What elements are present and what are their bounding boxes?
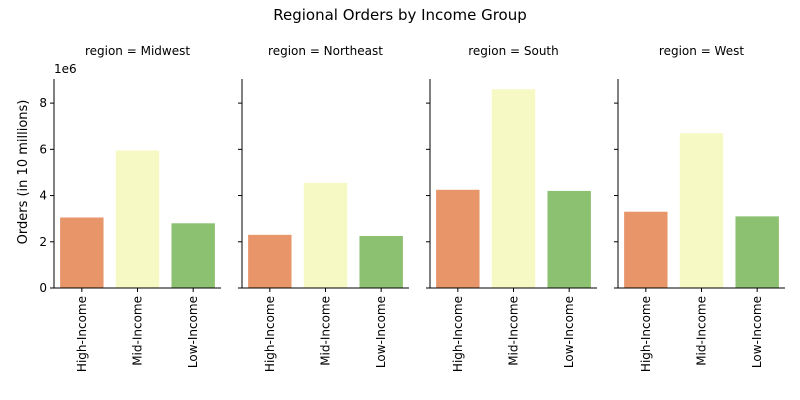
facet-title: region = South xyxy=(468,44,559,58)
y-axis-label: Orders (in 10 millions) xyxy=(16,100,31,245)
x-tick-label: High-Income xyxy=(263,296,277,372)
bar xyxy=(547,190,591,288)
x-tick-label: Mid-Income xyxy=(507,296,521,366)
facet-title: region = Northeast xyxy=(268,44,383,58)
bar xyxy=(359,236,403,288)
y-tick-label: 4 xyxy=(39,189,47,203)
bar xyxy=(436,189,480,288)
x-tick-label: Low-Income xyxy=(374,296,388,368)
x-tick-label: High-Income xyxy=(639,296,653,372)
y-tick-label: 2 xyxy=(39,235,47,249)
facet-title: region = Midwest xyxy=(85,44,190,58)
facet-panel: region = West High-Income Mid-Income Low-In… xyxy=(614,44,785,372)
chart-title: Regional Orders by Income Group xyxy=(273,6,526,24)
bar xyxy=(248,234,292,288)
bar xyxy=(679,133,724,288)
facet-panel: region = Midwest High-Income Mid-Income Low… xyxy=(39,44,221,372)
bar xyxy=(735,216,779,288)
x-tick-label: Low-Income xyxy=(186,296,200,368)
x-tick-label: High-Income xyxy=(451,296,465,372)
y-tick-label: 8 xyxy=(39,96,47,110)
bar xyxy=(171,223,215,288)
bar xyxy=(303,182,348,288)
x-tick-label: Mid-Income xyxy=(695,296,709,366)
bar xyxy=(491,89,536,289)
facet-title: region = West xyxy=(659,44,744,58)
bar xyxy=(624,211,668,288)
y-tick-label: 0 xyxy=(39,281,47,295)
y-axis-offset-label: 1e6 xyxy=(54,62,77,76)
x-tick-label: Low-Income xyxy=(562,296,576,368)
bar xyxy=(60,217,104,288)
y-tick-label: 6 xyxy=(39,142,47,156)
x-tick-label: High-Income xyxy=(75,296,89,372)
facet-panel: region = Northeast High-Income Mid-Income L… xyxy=(238,44,409,372)
bar xyxy=(115,150,160,288)
facet-panel: region = South High-Income Mid-Income Low-I… xyxy=(426,44,597,372)
x-tick-label: Mid-Income xyxy=(131,296,145,366)
x-tick-label: Mid-Income xyxy=(319,296,333,366)
x-tick-label: Low-Income xyxy=(750,296,764,368)
